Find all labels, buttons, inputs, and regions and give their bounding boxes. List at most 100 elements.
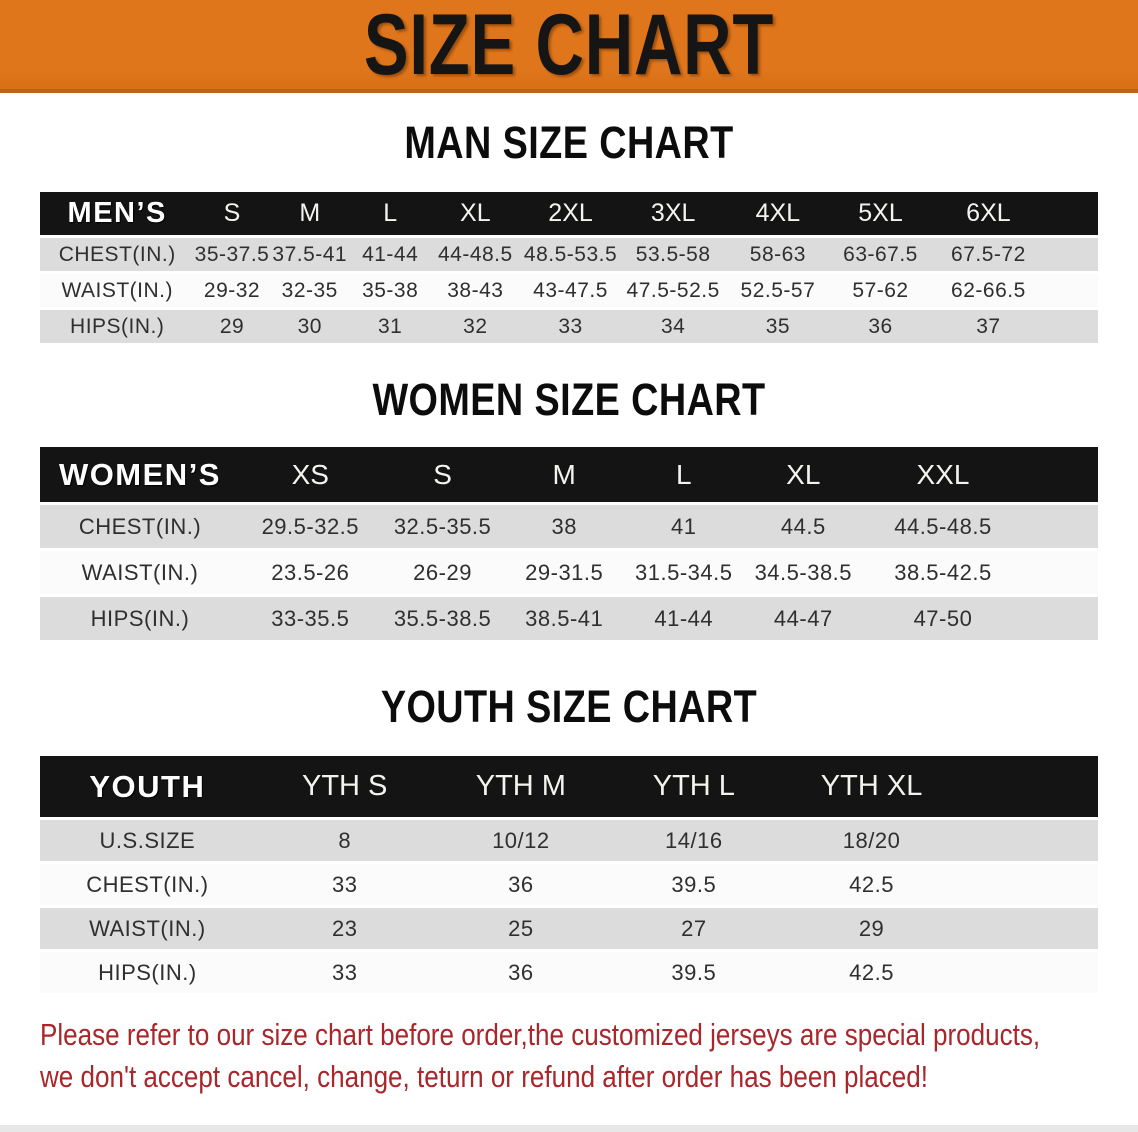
measurement-value: 31 — [349, 310, 431, 343]
measurement-row: CHEST(IN.) 35-37.5 37.5-41 41-44 44-48.5 48.5… — [40, 238, 1098, 271]
measurement-value: 37 — [930, 310, 1047, 343]
measurement-value: 27 — [607, 908, 781, 949]
measurement-value: 48.5-53.5 — [520, 238, 621, 271]
measurement-value: 42.5 — [780, 864, 963, 905]
measurement-value: 38-43 — [430, 274, 521, 307]
measurement-value: 32 — [430, 310, 521, 343]
measurement-value: 33 — [254, 952, 435, 993]
measurement-row: WAIST(IN.) 23.5-26 26-29 29-31.5 31.5-34.5 34… — [40, 551, 1098, 594]
measurement-value: 57-62 — [830, 274, 931, 307]
row-spacer-cell — [962, 820, 1098, 861]
youth-size-table: YOUTH YTH S YTH M YTH L YTH XL U.S.SIZE 8 10/12… — [40, 753, 1098, 996]
measurement-value: 33 — [254, 864, 435, 905]
banner-title: SIZE CHART — [363, 0, 775, 93]
size-header-row: YOUTH YTH S YTH M YTH L YTH XL — [40, 756, 1098, 817]
men-size-table: MEN’S S M L XL 2XL 3XL 4XL 5XL 6XL CHEST(IN.) 35-37… — [40, 189, 1098, 346]
size-column-header: M — [504, 447, 624, 502]
measurement-value: 63-67.5 — [830, 238, 931, 271]
measurement-value: 36 — [434, 864, 608, 905]
size-column-header: YTH XL — [780, 756, 963, 817]
measurement-label: HIPS(IN.) — [40, 597, 240, 640]
row-spacer-cell — [1022, 551, 1098, 594]
measurement-value: 44.5 — [743, 505, 864, 548]
measurement-row: WAIST(IN.) 23 25 27 29 — [40, 908, 1098, 949]
row-spacer-cell — [1046, 274, 1098, 307]
women-section-heading: WOMEN SIZE CHART — [372, 374, 766, 425]
measurement-value: 44-48.5 — [430, 238, 521, 271]
measurement-value: 33-35.5 — [239, 597, 381, 640]
measurement-value: 38.5-41 — [504, 597, 624, 640]
size-column-header: S — [194, 192, 270, 235]
men-size-section: MAN SIZE CHART MEN’S S M L XL 2XL 3XL 4XL 5XL 6XL… — [0, 119, 1138, 346]
women-size-table: WOMEN’S XS S M L XL XXL CHEST(IN.) 29.5-32.5 32.5… — [40, 444, 1098, 643]
measurement-value: 29 — [780, 908, 963, 949]
measurement-value: 32.5-35.5 — [380, 505, 505, 548]
measurement-row: CHEST(IN.) 33 36 39.5 42.5 — [40, 864, 1098, 905]
measurement-label: WAIST(IN.) — [40, 274, 195, 307]
measurement-value: 10/12 — [434, 820, 608, 861]
youth-section-heading: YOUTH SIZE CHART — [380, 681, 758, 732]
measurement-row: CHEST(IN.) 29.5-32.5 32.5-35.5 38 41 44.5 44.5… — [40, 505, 1098, 548]
header-spacer-cell — [1022, 447, 1098, 502]
measurement-row: WAIST(IN.) 29-32 32-35 35-38 38-43 43-47.5 47.… — [40, 274, 1098, 307]
measurement-value: 29.5-32.5 — [239, 505, 381, 548]
measurement-value: 47-50 — [863, 597, 1023, 640]
row-spacer-cell — [962, 952, 1098, 993]
measurement-label: WAIST(IN.) — [40, 551, 240, 594]
size-column-header: M — [269, 192, 350, 235]
measurement-value: 41-44 — [349, 238, 431, 271]
table-corner-label: MEN’S — [40, 192, 195, 235]
measurement-value: 44-47 — [743, 597, 864, 640]
measurement-value: 52.5-57 — [725, 274, 831, 307]
disclaimer-text: Please refer to our size chart before or… — [40, 1014, 1132, 1098]
youth-size-section: YOUTH SIZE CHART YOUTH YTH S YTH M YTH L YTH… — [0, 683, 1138, 996]
measurement-value: 39.5 — [607, 864, 781, 905]
measurement-label: HIPS(IN.) — [40, 952, 255, 993]
size-column-header: 3XL — [620, 192, 726, 235]
measurement-value: 41 — [623, 505, 744, 548]
disclaimer-line-1: Please refer to our size chart before or… — [40, 1017, 1041, 1052]
size-column-header: XL — [743, 447, 864, 502]
measurement-value: 36 — [830, 310, 931, 343]
size-column-header: 6XL — [930, 192, 1047, 235]
measurement-value: 47.5-52.5 — [620, 274, 726, 307]
size-column-header: YTH L — [607, 756, 781, 817]
size-header-row: WOMEN’S XS S M L XL XXL — [40, 447, 1098, 502]
measurement-value: 33 — [520, 310, 621, 343]
measurement-value: 39.5 — [607, 952, 781, 993]
size-column-header: L — [623, 447, 744, 502]
size-column-header: 5XL — [830, 192, 931, 235]
measurement-value: 67.5-72 — [930, 238, 1047, 271]
measurement-value: 29-31.5 — [504, 551, 624, 594]
women-size-section: WOMEN SIZE CHART WOMEN’S XS S M L XL XXL CHEST(… — [0, 376, 1138, 643]
measurement-label: CHEST(IN.) — [40, 238, 195, 271]
row-spacer-cell — [1022, 597, 1098, 640]
measurement-value: 36 — [434, 952, 608, 993]
measurement-value: 32-35 — [269, 274, 350, 307]
measurement-value: 34 — [620, 310, 726, 343]
measurement-value: 62-66.5 — [930, 274, 1047, 307]
measurement-label: CHEST(IN.) — [40, 505, 240, 548]
row-spacer-cell — [962, 908, 1098, 949]
measurement-value: 43-47.5 — [520, 274, 621, 307]
disclaimer-line-2: we don't accept cancel, change, teturn o… — [40, 1059, 929, 1094]
measurement-value: 23.5-26 — [239, 551, 381, 594]
measurement-row: U.S.SIZE 8 10/12 14/16 18/20 — [40, 820, 1098, 861]
measurement-row: HIPS(IN.) 33 36 39.5 42.5 — [40, 952, 1098, 993]
measurement-value: 34.5-38.5 — [743, 551, 864, 594]
measurement-value: 26-29 — [380, 551, 505, 594]
measurement-value: 29 — [194, 310, 270, 343]
measurement-label: HIPS(IN.) — [40, 310, 195, 343]
size-column-header: XS — [239, 447, 381, 502]
men-section-heading: MAN SIZE CHART — [404, 117, 734, 168]
measurement-value: 29-32 — [194, 274, 270, 307]
bottom-edge-strip — [0, 1125, 1138, 1132]
measurement-value: 8 — [254, 820, 435, 861]
measurement-row: HIPS(IN.) 29 30 31 32 33 34 35 36 37 — [40, 310, 1098, 343]
measurement-value: 30 — [269, 310, 350, 343]
measurement-value: 23 — [254, 908, 435, 949]
measurement-value: 58-63 — [725, 238, 831, 271]
measurement-value: 38 — [504, 505, 624, 548]
measurement-value: 25 — [434, 908, 608, 949]
measurement-label: WAIST(IN.) — [40, 908, 255, 949]
